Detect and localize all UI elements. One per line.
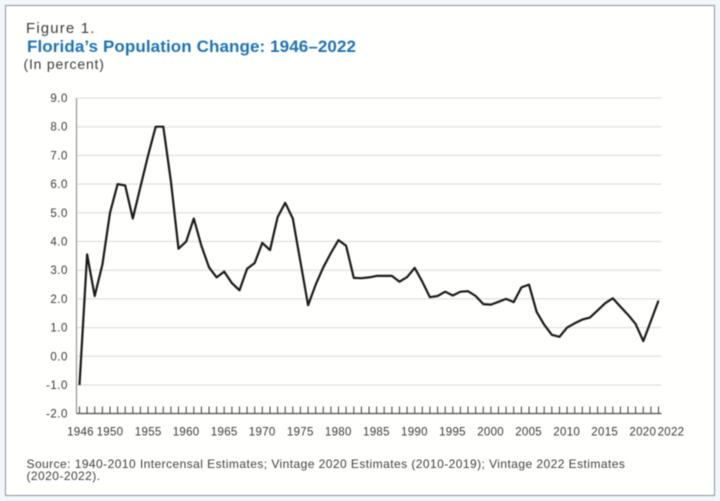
- svg-text:9.0: 9.0: [50, 93, 68, 105]
- svg-text:1990: 1990: [401, 427, 428, 439]
- svg-text:2005: 2005: [515, 427, 542, 439]
- svg-text:2010: 2010: [553, 427, 580, 439]
- svg-text:1970: 1970: [249, 427, 276, 439]
- svg-text:2020: 2020: [629, 427, 656, 439]
- svg-text:5.0: 5.0: [50, 208, 68, 220]
- svg-text:1985: 1985: [363, 427, 390, 439]
- svg-text:2022: 2022: [658, 427, 685, 439]
- svg-text:0.0: 0.0: [50, 351, 68, 363]
- svg-text:1950: 1950: [97, 427, 124, 439]
- svg-text:1975: 1975: [287, 427, 314, 439]
- svg-text:2.0: 2.0: [50, 294, 68, 306]
- svg-text:1995: 1995: [439, 427, 466, 439]
- svg-text:6.0: 6.0: [50, 179, 68, 191]
- svg-text:1960: 1960: [173, 427, 200, 439]
- svg-text:2015: 2015: [591, 427, 618, 439]
- svg-text:-2.0: -2.0: [46, 409, 68, 421]
- svg-text:1965: 1965: [211, 427, 238, 439]
- svg-text:1955: 1955: [135, 427, 162, 439]
- svg-text:1.0: 1.0: [50, 323, 68, 335]
- svg-text:1980: 1980: [325, 427, 352, 439]
- svg-text:7.0: 7.0: [50, 150, 68, 162]
- svg-text:4.0: 4.0: [50, 237, 68, 249]
- svg-text:-1.0: -1.0: [46, 380, 68, 392]
- svg-text:1946: 1946: [67, 427, 94, 439]
- svg-text:8.0: 8.0: [50, 122, 68, 134]
- svg-text:3.0: 3.0: [50, 265, 68, 277]
- svg-text:2000: 2000: [477, 427, 504, 439]
